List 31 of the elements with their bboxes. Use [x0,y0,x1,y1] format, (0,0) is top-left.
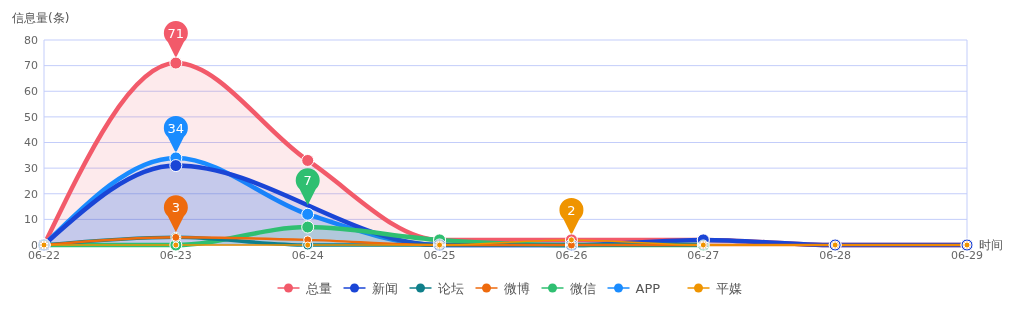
annotation: 71 [167,26,185,42]
x-tick-label: 06-25 [423,249,456,262]
y-tick-label: 20 [24,187,38,201]
y-tick-label: 80 [24,33,38,47]
y-tick-label: 30 [24,161,38,175]
x-tick-label: 06-29 [951,249,983,262]
annotation: 3 [171,200,180,216]
y-tick-label: 40 [24,136,38,150]
x-axis-title: 时间 [979,238,1003,252]
y-tick-label: 50 [24,110,38,124]
x-tick-label: 06-27 [687,249,720,262]
x-tick-label: 06-28 [819,249,852,262]
annotation: 2 [567,202,576,218]
legend-label: APP [635,280,661,296]
x-tick-label: 06-26 [555,249,588,262]
x-tick-label: 06-24 [291,249,324,262]
x-tick-label: 06-23 [159,249,192,262]
annotation: 7 [303,173,312,189]
y-tick-label: 0 [31,238,38,252]
legend-label: 论坛 [437,280,464,296]
legend-label: 新闻 [371,280,398,296]
x-tick-label: 06-22 [28,249,60,262]
legend-label: 微博 [503,280,530,296]
y-tick-label: 60 [24,85,38,99]
legend-label: 微信 [569,280,596,296]
y-tick-label: 10 [24,213,38,227]
annotation: 34 [167,120,185,136]
y-tick-label: 70 [24,59,38,73]
y-axis-title: 信息量(条) [12,11,70,25]
legend-label: 总量 [304,280,332,296]
legend-label: 平媒 [715,280,742,296]
